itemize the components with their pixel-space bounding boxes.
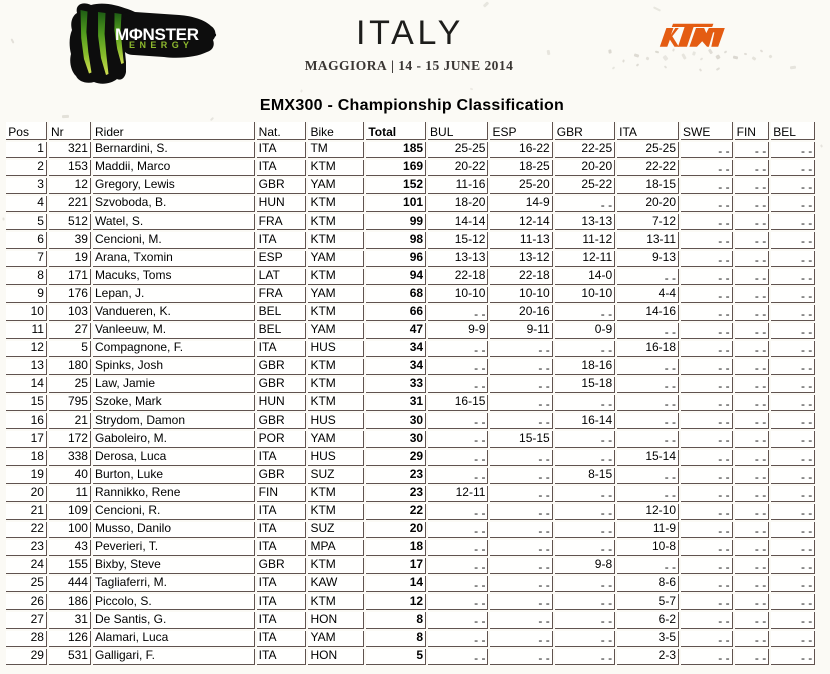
- svg-text:MΦNSTER: MΦNSTER: [115, 25, 199, 44]
- svg-text:E N E R G Y: E N E R G Y: [129, 40, 189, 50]
